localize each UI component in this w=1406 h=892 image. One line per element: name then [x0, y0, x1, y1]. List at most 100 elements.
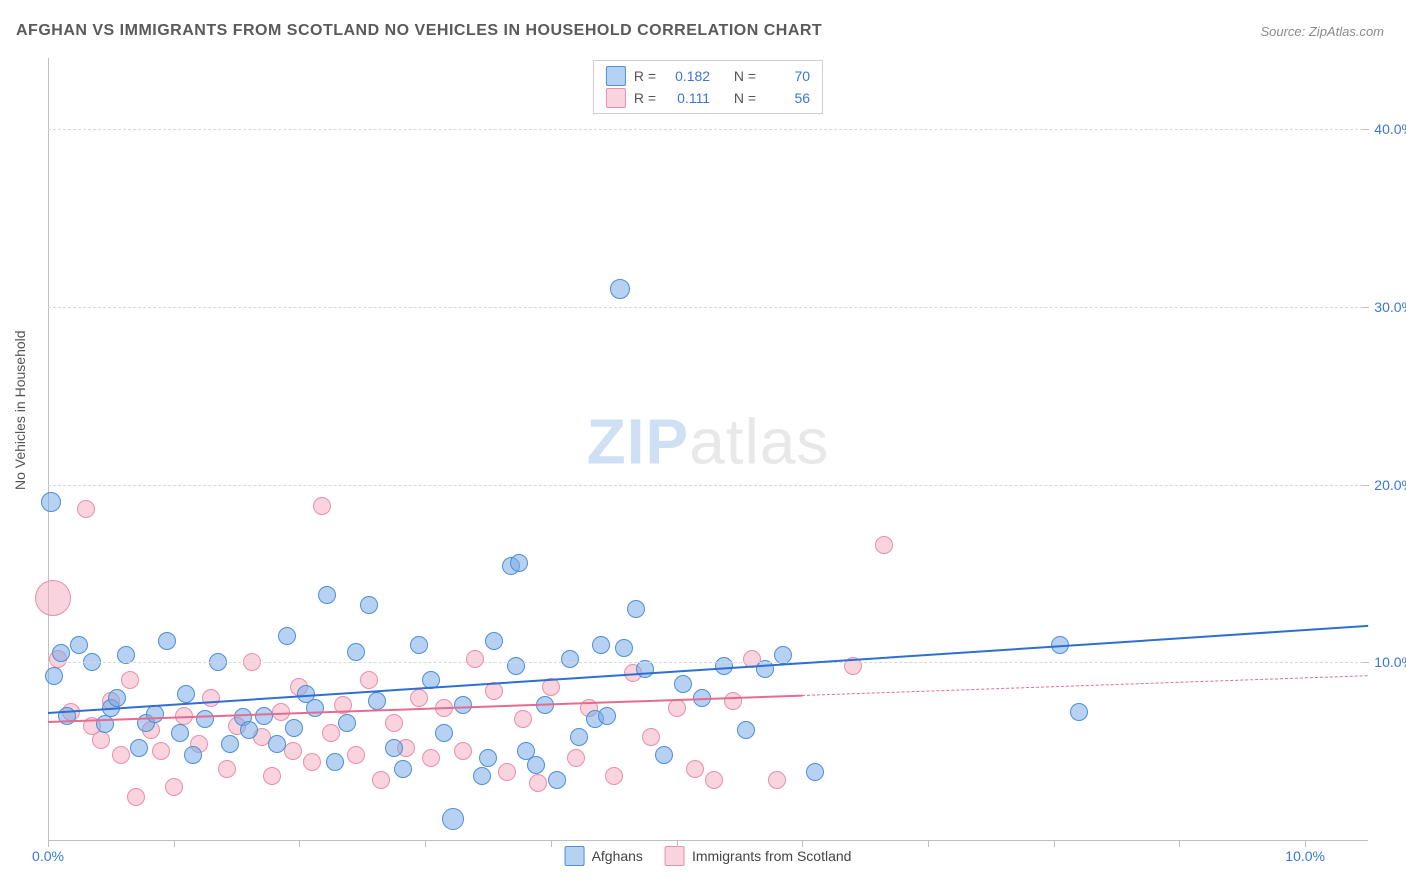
- data-point: [498, 763, 516, 781]
- data-point: [35, 580, 71, 616]
- data-point: [875, 536, 893, 554]
- data-point: [372, 771, 390, 789]
- data-point: [479, 749, 497, 767]
- data-point: [318, 586, 336, 604]
- data-point: [686, 760, 704, 778]
- data-point: [218, 760, 236, 778]
- data-point: [548, 771, 566, 789]
- data-point: [442, 808, 464, 830]
- data-point: [368, 692, 386, 710]
- data-point: [303, 753, 321, 771]
- legend-label: Immigrants from Scotland: [692, 848, 852, 864]
- data-point: [45, 667, 63, 685]
- data-point: [410, 636, 428, 654]
- data-point: [77, 500, 95, 518]
- data-point: [196, 710, 214, 728]
- chart-title: AFGHAN VS IMMIGRANTS FROM SCOTLAND NO VE…: [16, 22, 822, 40]
- gridline: [48, 307, 1368, 308]
- data-point: [473, 767, 491, 785]
- data-point: [240, 721, 258, 739]
- data-point: [570, 728, 588, 746]
- data-point: [422, 749, 440, 767]
- x-tick: [551, 840, 552, 847]
- data-point: [221, 735, 239, 753]
- data-point: [360, 596, 378, 614]
- data-point: [737, 721, 755, 739]
- y-tick: [1362, 662, 1369, 663]
- legend-item: Immigrants from Scotland: [665, 846, 852, 866]
- data-point: [567, 749, 585, 767]
- data-point: [394, 760, 412, 778]
- data-point: [130, 739, 148, 757]
- data-point: [724, 692, 742, 710]
- data-point: [715, 657, 733, 675]
- data-point: [642, 728, 660, 746]
- data-point: [70, 636, 88, 654]
- data-point: [338, 714, 356, 732]
- data-point: [108, 689, 126, 707]
- data-point: [347, 746, 365, 764]
- data-point: [527, 756, 545, 774]
- data-point: [454, 742, 472, 760]
- data-point: [326, 753, 344, 771]
- data-point: [146, 705, 164, 723]
- legend-item: Afghans: [565, 846, 643, 866]
- y-tick-label: 30.0%: [1374, 299, 1406, 315]
- data-point: [278, 627, 296, 645]
- data-point: [385, 739, 403, 757]
- x-tick: [928, 840, 929, 847]
- series-legend: Afghans Immigrants from Scotland: [565, 846, 852, 866]
- y-tick-label: 10.0%: [1374, 654, 1406, 670]
- data-point: [284, 742, 302, 760]
- x-tick: [425, 840, 426, 847]
- data-point: [768, 771, 786, 789]
- data-point: [1070, 703, 1088, 721]
- data-point: [152, 742, 170, 760]
- swatch-series-b-icon: [665, 846, 685, 866]
- data-point: [165, 778, 183, 796]
- data-point: [112, 746, 130, 764]
- y-tick: [1362, 129, 1369, 130]
- data-point: [127, 788, 145, 806]
- data-point: [184, 746, 202, 764]
- data-point: [655, 746, 673, 764]
- data-point: [598, 707, 616, 725]
- data-point: [92, 731, 110, 749]
- data-point: [627, 600, 645, 618]
- gridline: [48, 662, 1368, 663]
- data-point: [263, 767, 281, 785]
- data-point: [514, 710, 532, 728]
- data-point: [52, 644, 70, 662]
- data-point: [322, 724, 340, 742]
- swatch-series-a-icon: [565, 846, 585, 866]
- data-point: [410, 689, 428, 707]
- y-tick-label: 40.0%: [1374, 121, 1406, 137]
- data-point: [507, 657, 525, 675]
- data-point: [313, 497, 331, 515]
- data-point: [385, 714, 403, 732]
- y-tick: [1362, 485, 1369, 486]
- x-tick: [677, 840, 678, 847]
- data-point: [561, 650, 579, 668]
- x-tick: [174, 840, 175, 847]
- data-point: [485, 632, 503, 650]
- x-tick: [48, 840, 49, 847]
- data-point: [529, 774, 547, 792]
- data-point: [177, 685, 195, 703]
- legend-label: Afghans: [592, 848, 643, 864]
- data-point: [668, 699, 686, 717]
- y-tick-label: 20.0%: [1374, 477, 1406, 493]
- data-point: [121, 671, 139, 689]
- data-point: [202, 689, 220, 707]
- data-point: [592, 636, 610, 654]
- y-axis-title: No Vehicles in Household: [12, 330, 28, 490]
- data-point: [268, 735, 286, 753]
- data-point: [158, 632, 176, 650]
- x-tick: [1054, 840, 1055, 847]
- data-point: [610, 279, 630, 299]
- data-point: [171, 724, 189, 742]
- x-tick: [299, 840, 300, 847]
- data-point: [510, 554, 528, 572]
- data-point: [285, 719, 303, 737]
- x-tick: [802, 840, 803, 847]
